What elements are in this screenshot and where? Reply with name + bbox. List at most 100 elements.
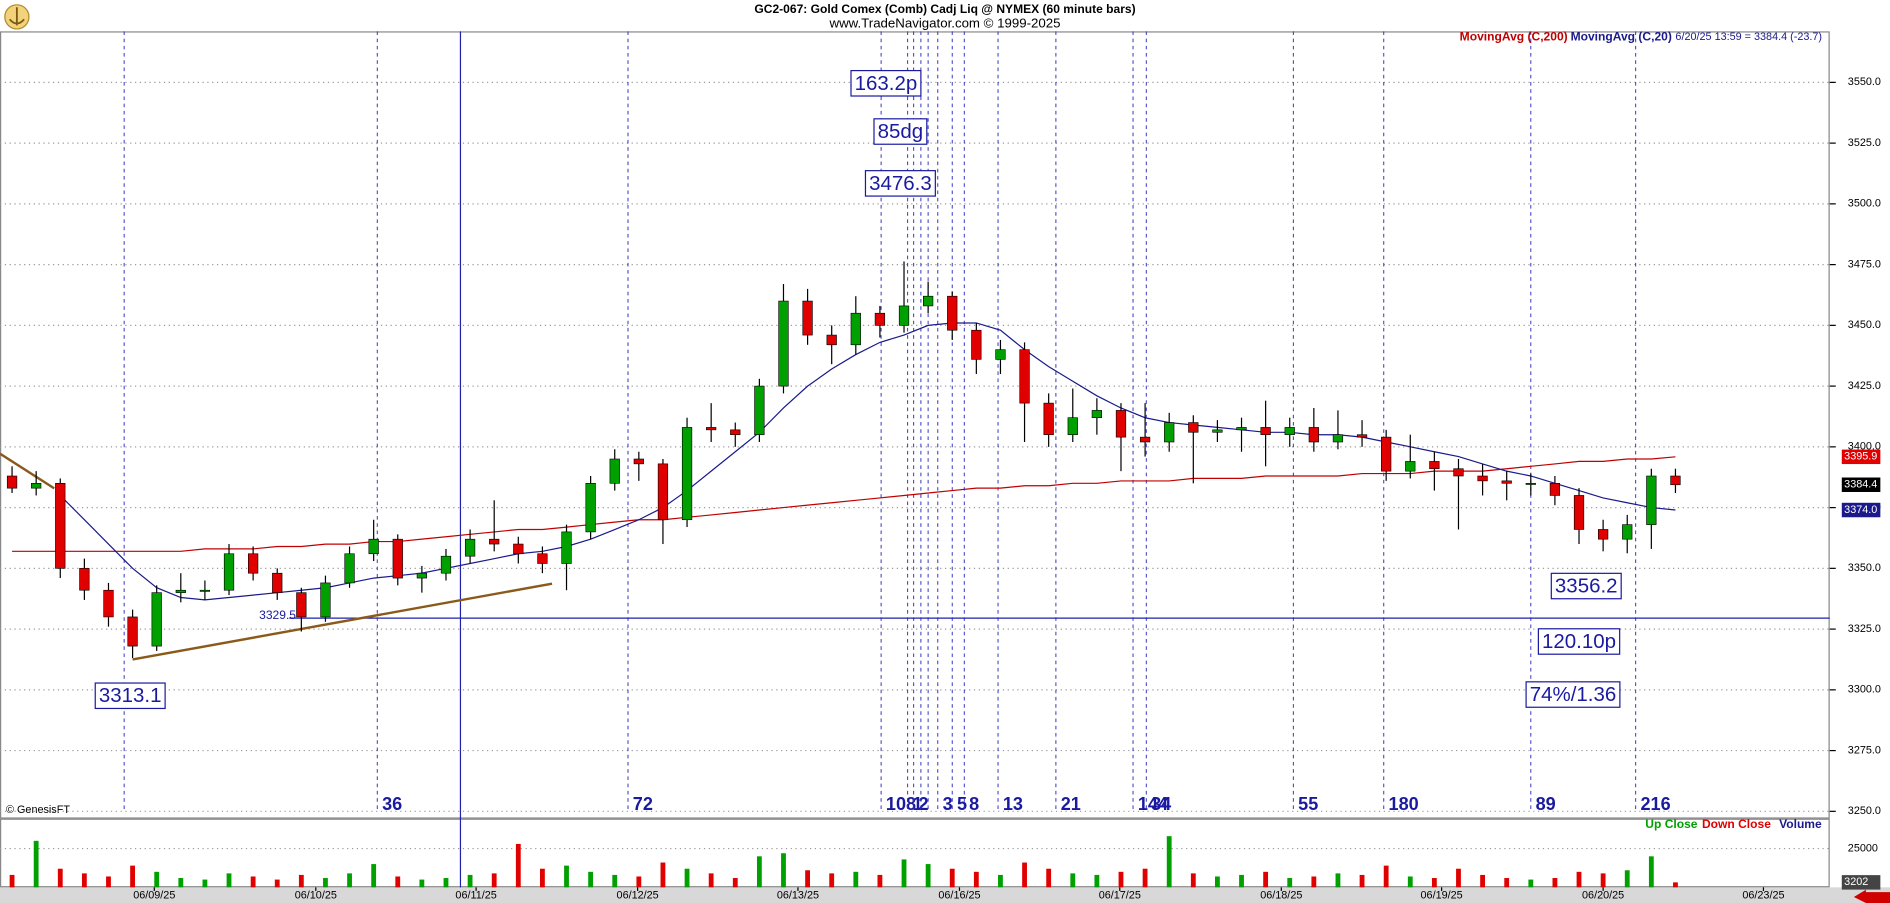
cycle-label: 8 — [969, 794, 979, 814]
volume-bar — [226, 873, 232, 888]
volume-bar — [805, 870, 810, 888]
volume-marker — [1841, 875, 1881, 890]
volume-bar — [756, 856, 762, 888]
candle-body — [898, 305, 910, 326]
volume-bar — [1263, 871, 1269, 888]
x-tick-label: 06/17/25 — [1099, 890, 1141, 902]
volume-panel — [0, 818, 1830, 888]
volume-bar — [1287, 878, 1293, 888]
candle-body — [730, 429, 741, 436]
y-tick-label: 3275.0 — [1848, 744, 1881, 756]
x-tick-label: 06/20/25 — [1582, 890, 1624, 902]
volume-bar — [1431, 878, 1437, 888]
scroll-arrow[interactable] — [1853, 889, 1890, 903]
candle-body — [248, 553, 259, 574]
volume-bar — [1407, 876, 1413, 888]
volume-bar — [491, 873, 497, 888]
candle-body — [1501, 480, 1512, 484]
axis-marker-label: 3395.9 — [1844, 451, 1877, 463]
cycle-label: 144 — [1138, 794, 1168, 814]
candle-body — [1164, 422, 1175, 443]
volume-bar — [1070, 873, 1076, 888]
candle-body — [223, 553, 235, 591]
y-tick-label: 3475.0 — [1848, 258, 1881, 270]
candle-body — [1332, 434, 1344, 443]
volume-bar — [588, 871, 594, 888]
legend-entry: MovingAvg (C,20) — [1571, 30, 1672, 44]
volume-legend-entry: Up Close — [1645, 817, 1698, 831]
candle-body — [1212, 429, 1223, 433]
candle-body — [850, 312, 861, 346]
candle-body — [489, 538, 500, 545]
volume-bar — [732, 878, 738, 888]
volume-bar — [1239, 874, 1244, 888]
volume-bar — [371, 864, 377, 888]
trendline — [0, 452, 55, 490]
candle-body — [923, 295, 934, 307]
volume-bar — [178, 878, 184, 888]
annotation: 3356.2 — [1555, 575, 1618, 598]
candle-body — [1139, 436, 1151, 443]
y-tick-label: 3425.0 — [1848, 380, 1881, 392]
axis-marker — [1841, 449, 1881, 465]
volume-bar — [515, 843, 521, 888]
logo — [4, 4, 30, 30]
volume-bar — [1456, 868, 1461, 888]
volume-bar — [1383, 865, 1389, 888]
candle-body — [1405, 461, 1416, 472]
price-panel — [0, 31, 1830, 819]
candle-body — [585, 482, 596, 533]
volume-bar — [1648, 856, 1654, 888]
annotation-box — [1537, 628, 1621, 655]
cycle-label: 89 — [1536, 794, 1556, 814]
volume-bar — [443, 878, 449, 888]
annotation-box — [94, 682, 166, 710]
y-tick-label: 3500.0 — [1848, 198, 1881, 210]
cycle-label: 55 — [1298, 794, 1318, 814]
volume-bar — [949, 868, 955, 888]
volume-bar — [467, 874, 473, 888]
volume-bar — [1576, 871, 1582, 888]
volume-bar — [829, 873, 835, 888]
volume-bar — [1022, 862, 1027, 888]
volume-bar — [1624, 870, 1630, 888]
axis-marker-label: 3374.0 — [1844, 504, 1877, 516]
candle-body — [826, 334, 837, 346]
candle-body — [995, 349, 1006, 360]
legend-entry: MovingAvg (C,200) — [1460, 30, 1568, 44]
header-band — [0, 0, 1890, 32]
x-tick-label: 06/23/25 — [1742, 890, 1784, 902]
candle-body — [1670, 475, 1681, 486]
volume-bar — [81, 873, 87, 888]
annotation-box — [850, 69, 922, 97]
volume-bar — [1118, 871, 1124, 888]
candle-body — [657, 463, 669, 521]
x-tick-label: 06/13/25 — [777, 890, 819, 902]
volume-bar — [347, 873, 352, 888]
y-tick-label: 3350.0 — [1848, 562, 1881, 574]
cycle-label: 180 — [1389, 794, 1419, 814]
candle-body — [464, 538, 476, 557]
candle-body — [947, 295, 958, 331]
volume-bar — [1528, 879, 1534, 888]
y-tick-label: 3300.0 — [1848, 684, 1881, 696]
volume-bar — [901, 859, 907, 888]
volume-bar — [298, 874, 304, 888]
x-tick-label: 06/16/25 — [938, 890, 980, 902]
volume-bar — [9, 874, 15, 888]
cycle-label: 108 — [886, 794, 916, 814]
volume-bar — [1600, 873, 1606, 888]
volume-bar — [106, 876, 111, 888]
candle-body — [344, 553, 355, 584]
volume-bar — [395, 876, 401, 888]
candle-body — [1453, 468, 1464, 477]
volume-bar — [250, 876, 256, 888]
x-tick-label: 06/09/25 — [133, 890, 175, 902]
volume-bar — [1190, 873, 1196, 888]
candle-body — [55, 482, 66, 569]
volume-bar — [1480, 874, 1485, 888]
volume-bar — [1142, 868, 1148, 888]
volume-bar — [1359, 874, 1365, 888]
